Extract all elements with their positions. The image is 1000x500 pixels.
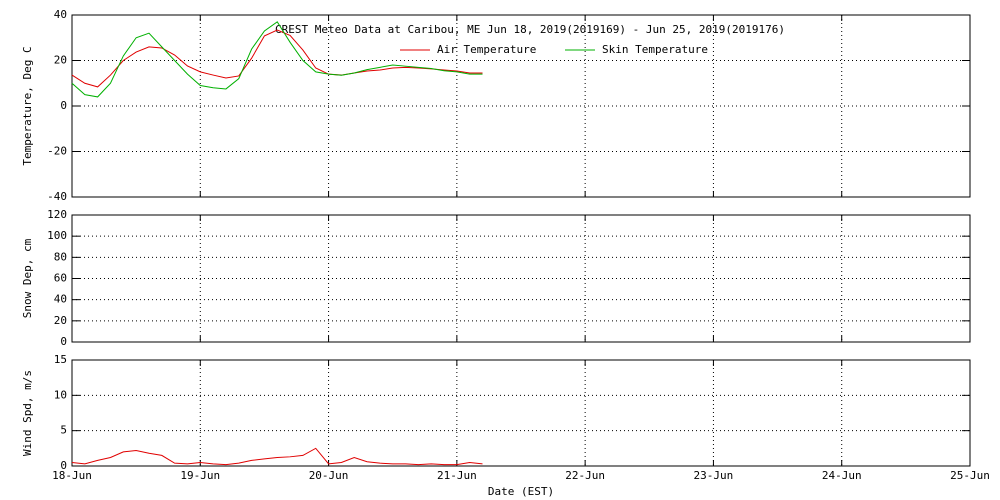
y-tick-label: 0 xyxy=(60,99,67,112)
y-tick-label: 0 xyxy=(60,459,67,472)
y-axis-label: Snow Dep, cm xyxy=(21,238,34,318)
y-tick-label: 10 xyxy=(54,388,67,401)
legend-label: Air Temperature xyxy=(437,43,536,56)
y-tick-label: 0 xyxy=(60,335,67,348)
y-axis-label: Wind Spd, m/s xyxy=(21,370,34,456)
y-tick-label: -20 xyxy=(47,145,67,158)
y-axis-label: Temperature, Deg C xyxy=(21,46,34,165)
data-line xyxy=(71,21,483,98)
data-line xyxy=(71,29,483,88)
x-tick-label: 23-Jun xyxy=(694,469,734,482)
y-tick-label: 100 xyxy=(47,229,67,242)
y-tick-label: 40 xyxy=(54,293,67,306)
x-tick-label: 25-Jun xyxy=(950,469,990,482)
x-tick-label: 20-Jun xyxy=(309,469,349,482)
y-tick-label: 80 xyxy=(54,250,67,263)
plot-frame xyxy=(71,214,971,343)
plot-frame xyxy=(71,14,971,198)
chart-title: CREST Meteo Data at Caribou, ME Jun 18, … xyxy=(275,23,785,36)
data-line xyxy=(71,447,483,466)
y-tick-label: -40 xyxy=(47,190,67,203)
y-tick-label: 120 xyxy=(47,208,67,221)
x-tick-label: 21-Jun xyxy=(437,469,477,482)
x-tick-label: 19-Jun xyxy=(180,469,220,482)
x-axis-label: Date (EST) xyxy=(488,485,554,498)
x-tick-label: 22-Jun xyxy=(565,469,605,482)
x-tick-label: 24-Jun xyxy=(822,469,862,482)
plot-frame xyxy=(71,359,971,467)
y-tick-label: 60 xyxy=(54,272,67,285)
y-tick-label: 15 xyxy=(54,353,67,366)
y-tick-label: 20 xyxy=(54,314,67,327)
y-tick-label: 5 xyxy=(60,424,67,437)
y-tick-label: 20 xyxy=(54,54,67,67)
x-tick-label: 18-Jun xyxy=(52,469,92,482)
y-tick-label: 40 xyxy=(54,8,67,21)
legend-label: Skin Temperature xyxy=(602,43,708,56)
